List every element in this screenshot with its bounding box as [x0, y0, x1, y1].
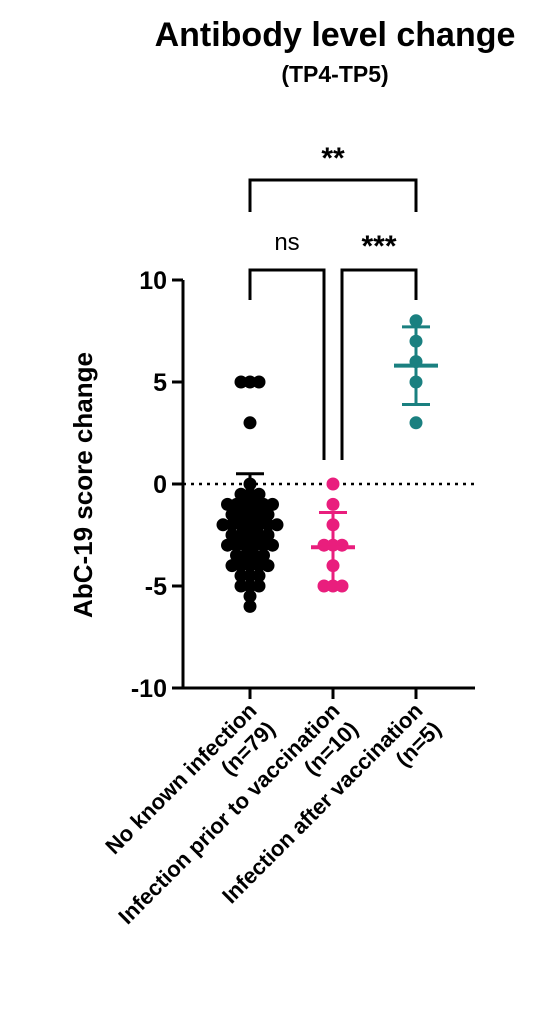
data-point: [252, 487, 266, 501]
x-tick-label-line: No known infection: [100, 698, 261, 859]
data-point: [243, 375, 257, 389]
significance-bracket: [248, 178, 418, 212]
data-point: [257, 548, 270, 562]
data-point: [326, 497, 340, 511]
data-point: [261, 508, 275, 522]
data-point: [257, 497, 270, 511]
significance-bracket: [340, 268, 418, 460]
data-point: [257, 538, 270, 552]
data-point: [243, 569, 257, 583]
data-point: [243, 599, 257, 613]
data-point: [335, 579, 349, 593]
data-point: [225, 559, 239, 573]
data-point: [234, 375, 248, 389]
data-point: [409, 314, 423, 328]
data-point: [243, 416, 257, 430]
data-point: [234, 487, 248, 501]
data-point: [261, 528, 275, 542]
y-axis-label: AbC-19 score change: [68, 352, 98, 618]
data-point: [221, 497, 234, 511]
data-point: [252, 528, 266, 542]
significance-label: **: [321, 142, 345, 175]
data-point: [230, 538, 243, 552]
data-point: [252, 579, 266, 593]
y-tick-label: 0: [153, 471, 167, 499]
data-point: [409, 416, 423, 430]
data-point: [243, 589, 257, 603]
y-tick-label: 10: [139, 267, 167, 295]
significance-label: ns: [274, 229, 299, 256]
data-point: [266, 538, 279, 552]
data-point: [225, 508, 239, 522]
data-point: [335, 538, 349, 552]
chart-title: Antibody level change: [155, 16, 516, 54]
data-point: [234, 528, 248, 542]
significance-label: ***: [361, 230, 396, 263]
data-point: [252, 375, 266, 389]
chart-subtitle: (TP4-TP5): [281, 61, 388, 87]
data-point: [234, 569, 248, 583]
data-point: [234, 579, 248, 593]
data-point: [225, 528, 239, 542]
data-point: [230, 497, 243, 511]
data-point: [261, 559, 275, 573]
data-point: [230, 548, 243, 562]
data-point: [221, 538, 234, 552]
data-point: [243, 579, 257, 593]
data-point: [326, 477, 340, 491]
y-tick-label: -5: [145, 573, 167, 601]
data-point: [270, 518, 284, 532]
y-tick-label: 5: [153, 369, 167, 397]
data-point: [266, 497, 279, 511]
data-point: [216, 518, 230, 532]
y-tick-label: -10: [131, 675, 167, 703]
data-point: [252, 569, 266, 583]
significance-bracket: [248, 268, 326, 460]
